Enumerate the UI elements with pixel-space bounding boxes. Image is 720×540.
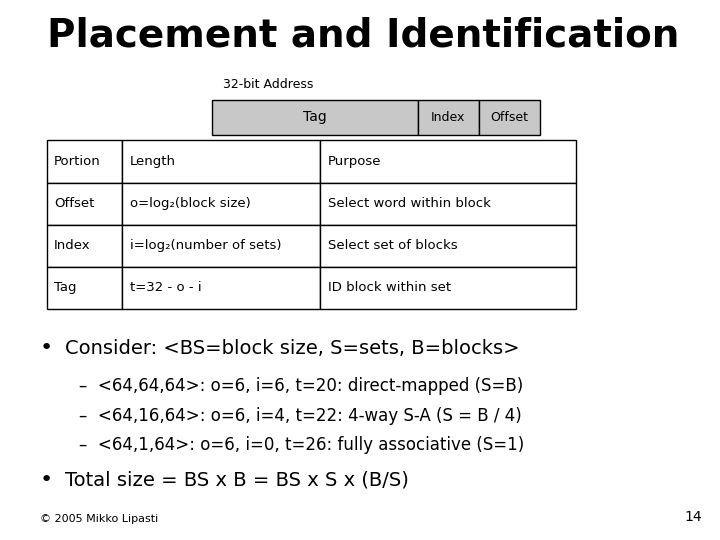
Bar <box>320 267 576 309</box>
Text: •: • <box>40 338 53 359</box>
Bar <box>122 183 320 225</box>
Text: i=log₂(number of sets): i=log₂(number of sets) <box>130 239 281 252</box>
Bar <box>122 225 320 267</box>
Text: Tag: Tag <box>303 111 327 124</box>
Bar <box>47 267 122 309</box>
Bar <box>47 140 122 183</box>
Bar <box>47 183 122 225</box>
Text: Offset: Offset <box>490 111 528 124</box>
Text: –  <64,64,64>: o=6, i=6, t=20: direct-mapped (S=B): – <64,64,64>: o=6, i=6, t=20: direct-map… <box>79 377 523 395</box>
Text: ID block within set: ID block within set <box>328 281 451 294</box>
Text: –  <64,1,64>: o=6, i=0, t=26: fully associative (S=1): – <64,1,64>: o=6, i=0, t=26: fully assoc… <box>79 436 524 455</box>
Bar <box>47 225 122 267</box>
Text: o=log₂(block size): o=log₂(block size) <box>130 197 251 210</box>
Text: Consider: <BS=block size, S=sets, B=blocks>: Consider: <BS=block size, S=sets, B=bloc… <box>65 339 519 358</box>
Text: Length: Length <box>130 155 176 168</box>
Text: Total size = BS x B = BS x S x (B/S): Total size = BS x B = BS x S x (B/S) <box>65 470 409 489</box>
Text: Portion: Portion <box>54 155 101 168</box>
Text: 32-bit Address: 32-bit Address <box>223 78 314 91</box>
Text: Select set of blocks: Select set of blocks <box>328 239 457 252</box>
Text: Offset: Offset <box>54 197 94 210</box>
Bar <box>418 100 479 135</box>
Text: Placement and Identification: Placement and Identification <box>47 16 679 54</box>
Text: t=32 - o - i: t=32 - o - i <box>130 281 201 294</box>
Text: –  <64,16,64>: o=6, i=4, t=22: 4-way S-A (S = B / 4): – <64,16,64>: o=6, i=4, t=22: 4-way S-A … <box>79 407 522 425</box>
Bar <box>320 183 576 225</box>
Bar <box>479 100 540 135</box>
Bar <box>212 100 418 135</box>
Text: Index: Index <box>54 239 91 252</box>
Bar <box>320 225 576 267</box>
Text: 14: 14 <box>685 510 702 524</box>
Text: Tag: Tag <box>54 281 76 294</box>
Text: •: • <box>40 469 53 490</box>
Bar <box>122 267 320 309</box>
Text: © 2005 Mikko Lipasti: © 2005 Mikko Lipasti <box>40 514 158 524</box>
Text: Select word within block: Select word within block <box>328 197 490 210</box>
Text: Index: Index <box>431 111 465 124</box>
Bar <box>320 140 576 183</box>
Bar <box>122 140 320 183</box>
Text: Purpose: Purpose <box>328 155 381 168</box>
